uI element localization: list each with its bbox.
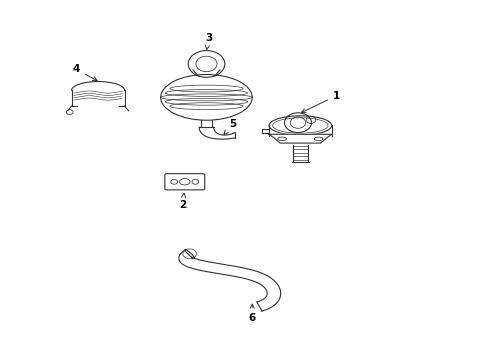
Text: 6: 6 bbox=[248, 304, 256, 323]
Text: 2: 2 bbox=[179, 193, 186, 210]
Polygon shape bbox=[269, 134, 332, 143]
Text: 3: 3 bbox=[205, 32, 213, 50]
Text: 4: 4 bbox=[73, 64, 97, 81]
Text: 1: 1 bbox=[301, 91, 340, 113]
Text: 5: 5 bbox=[224, 119, 237, 135]
